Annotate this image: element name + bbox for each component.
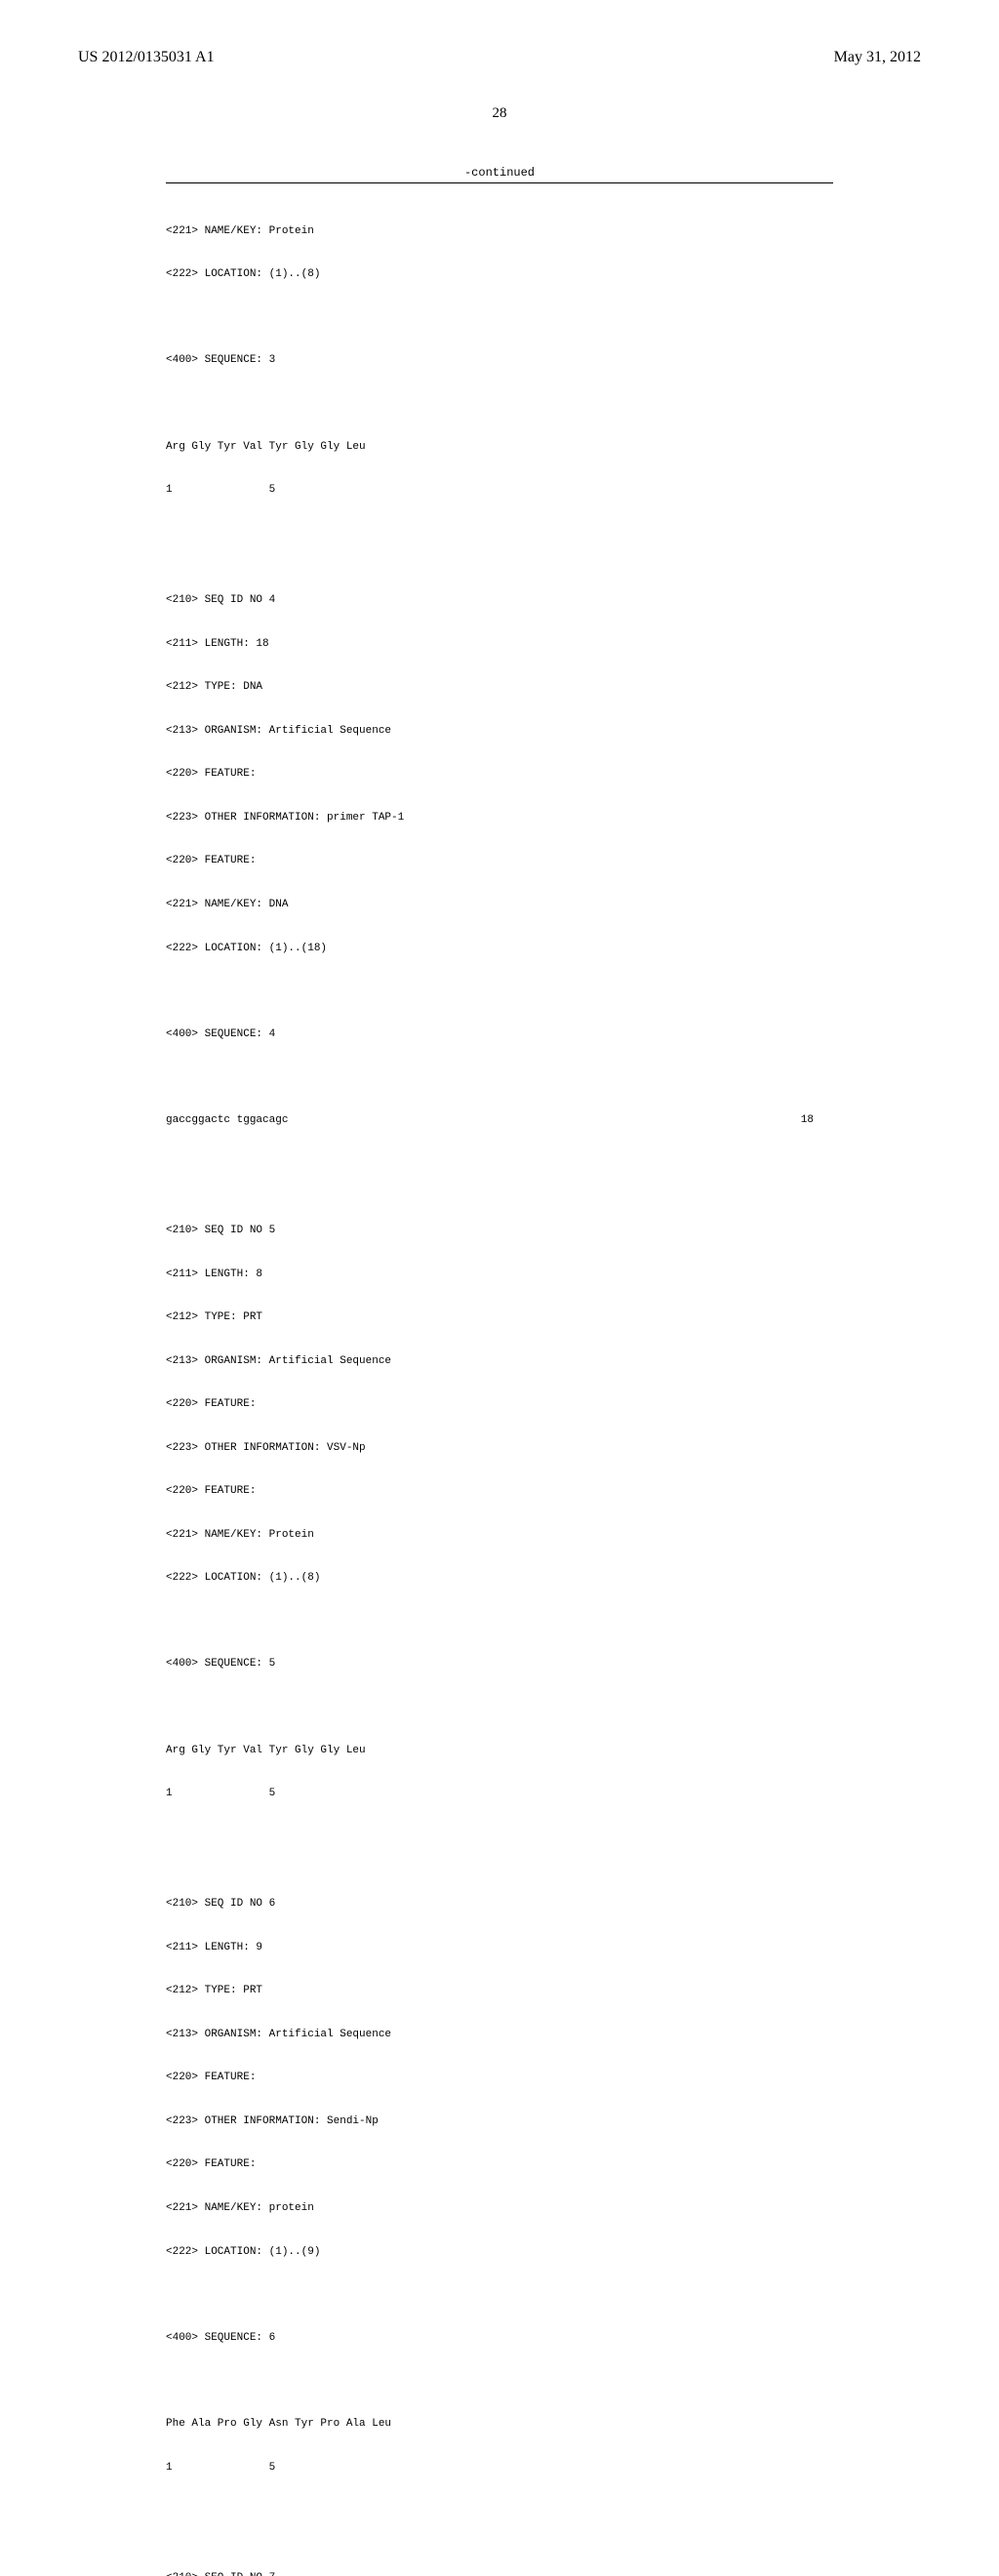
continued-label: -continued — [78, 166, 921, 180]
seq3-location: <222> LOCATION: (1)..(8) — [166, 267, 833, 282]
seq4-sequence-header: <400> SEQUENCE: 4 — [166, 1027, 833, 1042]
divider-line — [166, 182, 833, 183]
seq6-type: <212> TYPE: PRT — [166, 1984, 833, 1998]
document-page: US 2012/0135031 A1 May 31, 2012 28 -cont… — [0, 0, 999, 2576]
seq6-location: <222> LOCATION: (1)..(9) — [166, 2245, 833, 2260]
seq5-protein: Arg Gly Tyr Val Tyr Gly Gly Leu — [166, 1744, 833, 1758]
seq4-feature1: <220> FEATURE: — [166, 767, 833, 782]
publication-number: US 2012/0135031 A1 — [78, 49, 215, 66]
seq5-other-info: <223> OTHER INFORMATION: VSV-Np — [166, 1441, 833, 1456]
seq5-location: <222> LOCATION: (1)..(8) — [166, 1571, 833, 1586]
seq4-location: <222> LOCATION: (1)..(18) — [166, 942, 833, 956]
seq4-dna: gaccggactc tggacagc — [166, 1113, 288, 1128]
seq5-sequence-header: <400> SEQUENCE: 5 — [166, 1657, 833, 1671]
seq5-id: <210> SEQ ID NO 5 — [166, 1224, 833, 1238]
seq6-organism: <213> ORGANISM: Artificial Sequence — [166, 2028, 833, 2042]
seq6-feature1: <220> FEATURE: — [166, 2071, 833, 2085]
seq6-name-key: <221> NAME/KEY: protein — [166, 2201, 833, 2216]
seq3-protein: Arg Gly Tyr Val Tyr Gly Gly Leu — [166, 440, 833, 455]
seq5-name-key: <221> NAME/KEY: Protein — [166, 1528, 833, 1543]
seq5-feature1: <220> FEATURE: — [166, 1397, 833, 1412]
seq5-feature2: <220> FEATURE: — [166, 1484, 833, 1499]
seq4-other-info: <223> OTHER INFORMATION: primer TAP-1 — [166, 811, 833, 825]
seq6-protein: Phe Ala Pro Gly Asn Tyr Pro Ala Leu — [166, 2417, 833, 2432]
seq6-length: <211> LENGTH: 9 — [166, 1941, 833, 1955]
seq4-length: <211> LENGTH: 18 — [166, 637, 833, 652]
seq5-length: <211> LENGTH: 8 — [166, 1268, 833, 1282]
seq5-type: <212> TYPE: PRT — [166, 1310, 833, 1325]
seq5-organism: <213> ORGANISM: Artificial Sequence — [166, 1354, 833, 1369]
seq3-sequence-header: <400> SEQUENCE: 3 — [166, 353, 833, 368]
seq4-dna-row: gaccggactc tggacagc 18 — [166, 1113, 833, 1128]
page-header: US 2012/0135031 A1 May 31, 2012 — [78, 49, 921, 66]
seq7-id: <210> SEQ ID NO 7 — [166, 2571, 833, 2576]
seq6-id: <210> SEQ ID NO 6 — [166, 1897, 833, 1912]
publication-date: May 31, 2012 — [834, 49, 921, 66]
seq3-name-key: <221> NAME/KEY: Protein — [166, 224, 833, 239]
seq6-other-info: <223> OTHER INFORMATION: Sendi-Np — [166, 2114, 833, 2129]
seq6-positions: 1 5 — [166, 2461, 833, 2475]
seq6-feature2: <220> FEATURE: — [166, 2157, 833, 2172]
seq4-length-number: 18 — [801, 1113, 833, 1128]
sequence-listing: <221> NAME/KEY: Protein <222> LOCATION: … — [166, 195, 833, 2576]
seq6-sequence-header: <400> SEQUENCE: 6 — [166, 2331, 833, 2346]
seq5-positions: 1 5 — [166, 1787, 833, 1801]
page-number: 28 — [78, 105, 921, 122]
seq4-id: <210> SEQ ID NO 4 — [166, 593, 833, 608]
seq4-feature2: <220> FEATURE: — [166, 854, 833, 868]
seq4-organism: <213> ORGANISM: Artificial Sequence — [166, 724, 833, 739]
seq3-positions: 1 5 — [166, 483, 833, 498]
seq4-type: <212> TYPE: DNA — [166, 680, 833, 695]
seq4-name-key: <221> NAME/KEY: DNA — [166, 898, 833, 912]
